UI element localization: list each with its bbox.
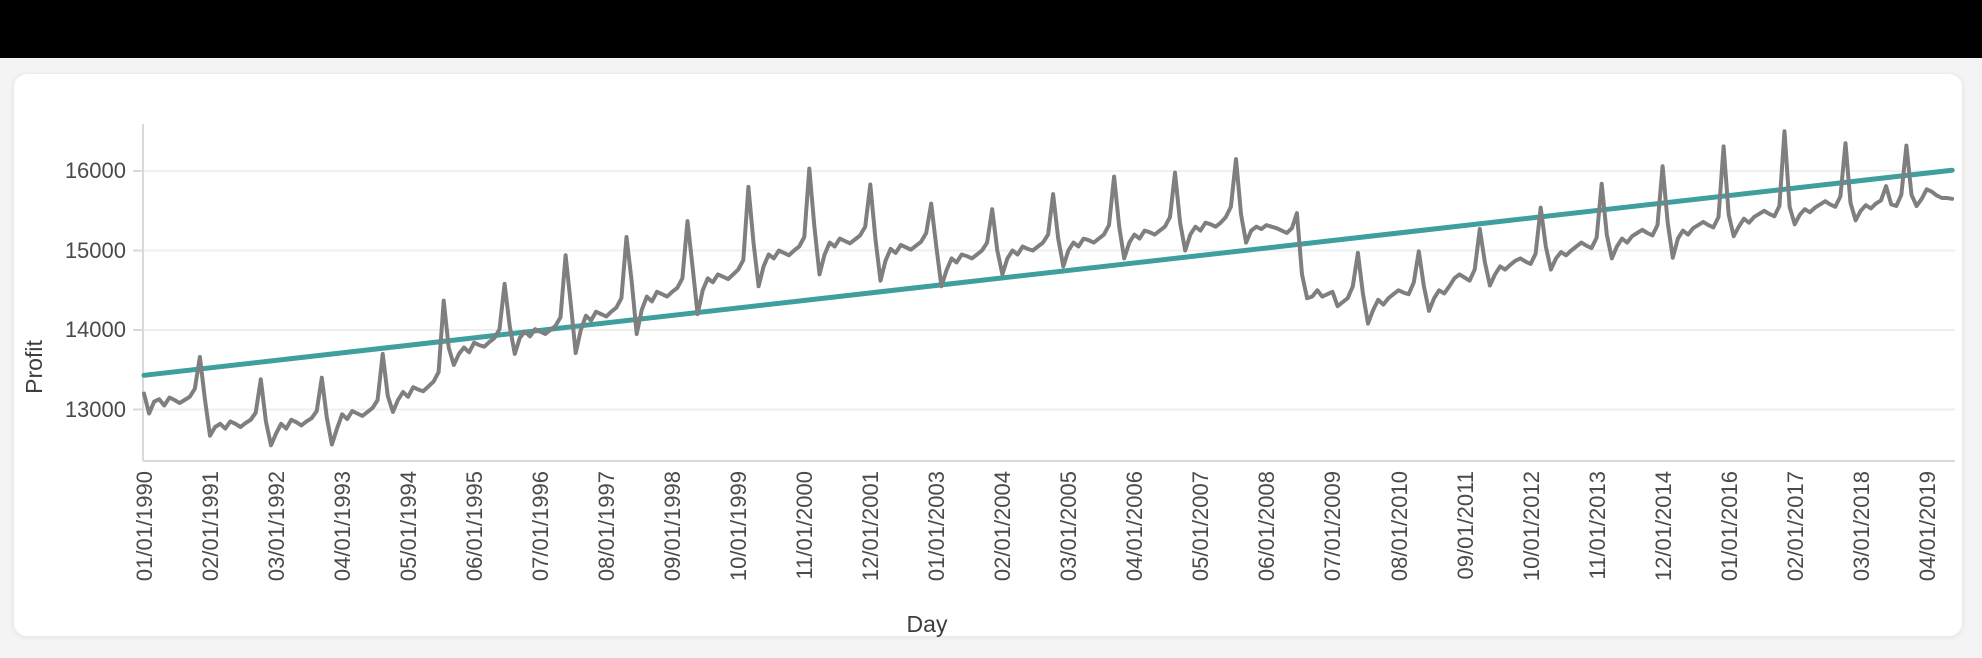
x-tick-label: 03/01/1992 xyxy=(264,471,290,582)
x-tick-label: 05/01/1994 xyxy=(396,471,422,582)
x-tick-label: 03/01/2018 xyxy=(1848,471,1874,582)
y-tick-label: 14000 xyxy=(64,317,126,342)
x-tick-label: 01/01/2016 xyxy=(1716,471,1742,582)
x-tick-label: 01/01/2003 xyxy=(924,471,950,582)
x-tick-label: 06/01/1995 xyxy=(462,471,488,582)
x-tick-label: 04/01/2019 xyxy=(1914,471,1940,582)
x-tick-label: 10/01/2012 xyxy=(1518,471,1544,582)
x-tick-label: 05/01/2007 xyxy=(1188,471,1214,582)
x-tick-label: 08/01/2010 xyxy=(1386,471,1412,582)
chart-plot-area[interactable] xyxy=(14,74,1966,638)
x-tick-label: 01/01/1990 xyxy=(132,471,157,582)
x-tick-label: 11/01/2013 xyxy=(1584,471,1610,580)
x-tick-label: 07/01/1996 xyxy=(528,471,554,582)
x-tick-label: 12/01/2014 xyxy=(1650,471,1676,582)
top-bar xyxy=(0,0,1982,58)
x-tick-label: 02/01/2004 xyxy=(990,471,1016,582)
x-tick-label: 04/01/2006 xyxy=(1122,471,1148,582)
x-tick-label: 07/01/2009 xyxy=(1320,471,1346,582)
y-tick-label: 13000 xyxy=(64,396,126,422)
x-axis-title: Day xyxy=(906,611,948,637)
x-tick-label: 09/01/1998 xyxy=(660,471,686,582)
axis-labels-layer: Profit Day 13000 14000 15000 16000 01/01/199… xyxy=(14,74,1966,638)
x-tick-label: 11/01/2000 xyxy=(792,471,818,580)
x-tick-label: 10/01/1999 xyxy=(726,471,752,582)
x-tick-label: 04/01/1993 xyxy=(330,471,356,582)
x-tick-label: 08/01/1997 xyxy=(594,471,620,582)
chart-card: Profit Day 13000 14000 15000 16000 01/01/199… xyxy=(13,73,1963,637)
x-tick-label: 09/01/2011 xyxy=(1452,471,1478,580)
x-tick-label: 06/01/2008 xyxy=(1254,471,1280,582)
x-tick-label: 02/01/1991 xyxy=(198,471,224,582)
profit-line-series xyxy=(142,129,1955,448)
y-tick-label: 16000 xyxy=(64,158,126,183)
x-tick-label: 02/01/2017 xyxy=(1782,471,1808,582)
y-axis-title: Profit xyxy=(21,340,47,394)
x-tick-label: 12/01/2001 xyxy=(858,471,884,582)
trend-line xyxy=(141,167,1955,378)
y-tick-label: 15000 xyxy=(64,237,126,263)
x-tick-label: 03/01/2005 xyxy=(1056,471,1082,582)
